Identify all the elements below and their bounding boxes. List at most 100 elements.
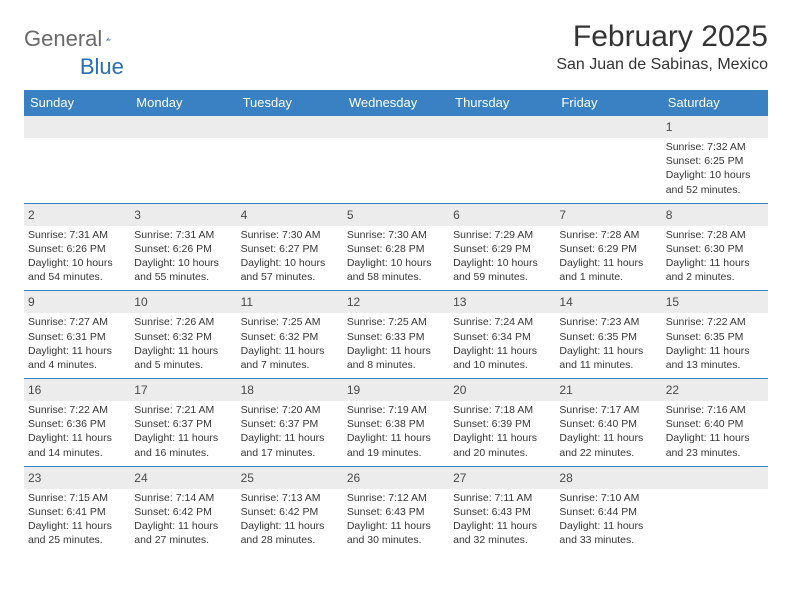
daynum-bar: 17 (130, 379, 236, 401)
day-number: 8 (666, 208, 673, 222)
logo-text-general: General (24, 26, 102, 52)
daynum-bar: 11 (237, 291, 343, 313)
day-number: 20 (453, 383, 466, 397)
calendar-week-row: 2Sunrise: 7:31 AMSunset: 6:26 PMDaylight… (24, 203, 768, 291)
day-details: Sunrise: 7:17 AMSunset: 6:40 PMDaylight:… (559, 403, 657, 460)
calendar-day-cell: 17 Sunrise: 7:21 AMSunset: 6:37 PMDayligh… (130, 379, 236, 467)
daynum-bar: 24 (130, 467, 236, 489)
calendar-empty-cell (555, 116, 661, 204)
calendar-week-row: 1 Sunrise: 7:32 AMSunset: 6:25 PMDaylight… (24, 116, 768, 204)
calendar-day-cell: 7 Sunrise: 7:28 AMSunset: 6:29 PMDaylight… (555, 203, 661, 291)
day-number: 1 (666, 120, 673, 134)
day-number: 13 (453, 295, 466, 309)
logo-sail-icon (106, 31, 110, 47)
calendar-empty-cell (449, 116, 555, 204)
day-number: 7 (559, 208, 566, 222)
calendar-day-cell: 9Sunrise: 7:27 AMSunset: 6:31 PMDaylight… (24, 291, 130, 379)
calendar-day-cell: 3Sunrise: 7:31 AMSunset: 6:26 PMDaylight… (130, 203, 236, 291)
day-number: 16 (28, 383, 41, 397)
daynum-bar: 27 (449, 467, 555, 489)
calendar-header-row: SundayMondayTuesdayWednesdayThursdayFrid… (24, 90, 768, 116)
calendar-day-cell: 14Sunrise: 7:23 AMSunset: 6:35 PMDayligh… (555, 291, 661, 379)
day-details: Sunrise: 7:29 AMSunset: 6:29 PMDaylight:… (453, 228, 551, 285)
daynum-bar: 5 (343, 204, 449, 226)
calendar-day-cell: 28 Sunrise: 7:10 AMSunset: 6:44 PMDayligh… (555, 466, 661, 553)
daynum-bar: 4 (237, 204, 343, 226)
day-number: 3 (134, 208, 141, 222)
calendar-day-cell: 21Sunrise: 7:17 AMSunset: 6:40 PMDayligh… (555, 379, 661, 467)
day-number: 17 (134, 383, 147, 397)
day-number: 18 (241, 383, 254, 397)
calendar-day-cell: 11Sunrise: 7:25 AMSunset: 6:32 PMDayligh… (237, 291, 343, 379)
day-number: 5 (347, 208, 354, 222)
day-details: Sunrise: 7:12 AMSunset: 6:43 PMDaylight:… (347, 491, 445, 548)
daynum-bar: 20 (449, 379, 555, 401)
daynum-bar (662, 467, 768, 489)
daynum-bar: 6 (449, 204, 555, 226)
calendar-header-cell: Wednesday (343, 90, 449, 116)
calendar-day-cell: 20 Sunrise: 7:18 AMSunset: 6:39 PMDayligh… (449, 379, 555, 467)
calendar-day-cell: 6Sunrise: 7:29 AMSunset: 6:29 PMDaylight… (449, 203, 555, 291)
day-details: Sunrise: 7:32 AMSunset: 6:25 PMDaylight:… (666, 140, 764, 197)
calendar-day-cell: 22 Sunrise: 7:16 AMSunset: 6:40 PMDayligh… (662, 379, 768, 467)
daynum-bar (449, 116, 555, 138)
calendar-empty-cell (343, 116, 449, 204)
day-number: 23 (28, 471, 41, 485)
calendar-table: SundayMondayTuesdayWednesdayThursdayFrid… (24, 90, 768, 553)
day-details: Sunrise: 7:28 AMSunset: 6:29 PMDaylight:… (559, 228, 657, 285)
daynum-bar (24, 116, 130, 138)
calendar-day-cell: 13 Sunrise: 7:24 AMSunset: 6:34 PMDayligh… (449, 291, 555, 379)
day-details: Sunrise: 7:19 AMSunset: 6:38 PMDaylight:… (347, 403, 445, 460)
calendar-day-cell: 15 Sunrise: 7:22 AMSunset: 6:35 PMDayligh… (662, 291, 768, 379)
daynum-bar (130, 116, 236, 138)
day-details: Sunrise: 7:16 AMSunset: 6:40 PMDaylight:… (666, 403, 764, 460)
daynum-bar: 14 (555, 291, 661, 313)
day-number: 15 (666, 295, 679, 309)
daynum-bar: 26 (343, 467, 449, 489)
day-details: Sunrise: 7:10 AMSunset: 6:44 PMDaylight:… (559, 491, 657, 548)
calendar-day-cell: 4Sunrise: 7:30 AMSunset: 6:27 PMDaylight… (237, 203, 343, 291)
day-number: 28 (559, 471, 572, 485)
calendar-body: 1 Sunrise: 7:32 AMSunset: 6:25 PMDaylight… (24, 116, 768, 554)
calendar-day-cell: 2Sunrise: 7:31 AMSunset: 6:26 PMDaylight… (24, 203, 130, 291)
daynum-bar: 21 (555, 379, 661, 401)
day-details: Sunrise: 7:25 AMSunset: 6:33 PMDaylight:… (347, 315, 445, 372)
daynum-bar: 23 (24, 467, 130, 489)
day-number: 12 (347, 295, 360, 309)
calendar-week-row: 23 Sunrise: 7:15 AMSunset: 6:41 PMDayligh… (24, 466, 768, 553)
daynum-bar: 16 (24, 379, 130, 401)
daynum-bar: 13 (449, 291, 555, 313)
day-number: 11 (241, 295, 253, 309)
calendar-day-cell: 19Sunrise: 7:19 AMSunset: 6:38 PMDayligh… (343, 379, 449, 467)
day-details: Sunrise: 7:22 AMSunset: 6:36 PMDaylight:… (28, 403, 126, 460)
day-number: 25 (241, 471, 254, 485)
calendar-week-row: 16 Sunrise: 7:22 AMSunset: 6:36 PMDayligh… (24, 379, 768, 467)
calendar-header-cell: Friday (555, 90, 661, 116)
day-details: Sunrise: 7:14 AMSunset: 6:42 PMDaylight:… (134, 491, 232, 548)
day-details: Sunrise: 7:30 AMSunset: 6:28 PMDaylight:… (347, 228, 445, 285)
day-number: 4 (241, 208, 248, 222)
day-details: Sunrise: 7:15 AMSunset: 6:41 PMDaylight:… (28, 491, 126, 548)
day-details: Sunrise: 7:24 AMSunset: 6:34 PMDaylight:… (453, 315, 551, 372)
calendar-empty-cell (130, 116, 236, 204)
day-details: Sunrise: 7:22 AMSunset: 6:35 PMDaylight:… (666, 315, 764, 372)
calendar-day-cell: 23 Sunrise: 7:15 AMSunset: 6:41 PMDayligh… (24, 466, 130, 553)
day-number: 9 (28, 295, 35, 309)
daynum-bar: 10 (130, 291, 236, 313)
day-details: Sunrise: 7:13 AMSunset: 6:42 PMDaylight:… (241, 491, 339, 548)
daynum-bar (343, 116, 449, 138)
calendar-day-cell: 1 Sunrise: 7:32 AMSunset: 6:25 PMDaylight… (662, 116, 768, 204)
daynum-bar: 1 (662, 116, 768, 138)
day-details: Sunrise: 7:18 AMSunset: 6:39 PMDaylight:… (453, 403, 551, 460)
day-number: 10 (134, 295, 147, 309)
location: San Juan de Sabinas, Mexico (556, 56, 768, 74)
day-details: Sunrise: 7:23 AMSunset: 6:35 PMDaylight:… (559, 315, 657, 372)
calendar-empty-cell (24, 116, 130, 204)
calendar-day-cell: 12 Sunrise: 7:25 AMSunset: 6:33 PMDayligh… (343, 291, 449, 379)
day-number: 24 (134, 471, 147, 485)
calendar-header-cell: Monday (130, 90, 236, 116)
day-number: 22 (666, 383, 679, 397)
day-details: Sunrise: 7:21 AMSunset: 6:37 PMDaylight:… (134, 403, 232, 460)
calendar-day-cell: 8Sunrise: 7:28 AMSunset: 6:30 PMDaylight… (662, 203, 768, 291)
daynum-bar: 3 (130, 204, 236, 226)
